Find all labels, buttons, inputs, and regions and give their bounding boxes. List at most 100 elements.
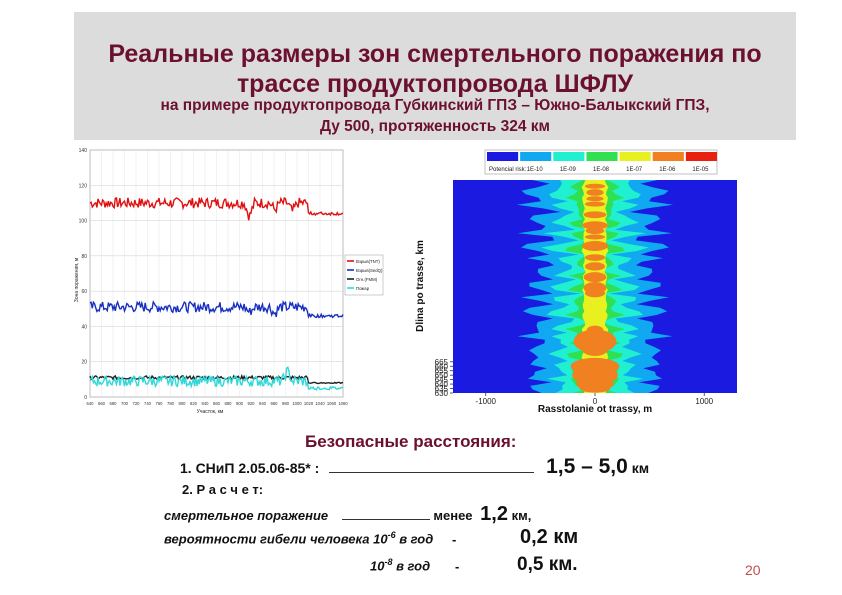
- heatmap-high-risk-spot: [585, 183, 605, 189]
- heatmap-ytick-label: 655: [435, 367, 449, 376]
- line-chart-ytick-label: 60: [81, 289, 87, 295]
- line-chart-xtick-label: 800: [179, 401, 187, 406]
- heatmap-legend-label: 1E-07: [626, 167, 643, 173]
- heatmap-xtick-label: 1000: [695, 397, 713, 406]
- line-chart-xtick-label: 660: [98, 401, 106, 406]
- heatmap-legend-swatch: [520, 152, 552, 161]
- heatmap-high-risk-spot: [586, 196, 604, 202]
- line-chart-xtick-label: 780: [167, 401, 175, 406]
- heatmap-high-risk-spot: [585, 201, 605, 207]
- heatmap-xtick-label: 0: [593, 397, 598, 406]
- line-chart-ytick-label: 40: [81, 324, 87, 330]
- prob-line2: 10-8 в год: [370, 557, 430, 573]
- lethal-label: смертельное поражение: [164, 508, 329, 523]
- line-chart-ytick-label: 80: [81, 254, 87, 260]
- heatmap-ytick-label: 640: [435, 380, 449, 389]
- lethal-underline: [341, 519, 430, 520]
- heatmap-high-risk-spot: [582, 342, 608, 356]
- prob-exp2: -8: [384, 557, 393, 567]
- prob-per-year2: в год: [392, 558, 431, 574]
- line-chart-xtick-label: 920: [248, 401, 256, 406]
- legend-entry: Взрыв(TNT): [356, 259, 380, 264]
- line-chart-xtick-label: 700: [121, 401, 129, 406]
- heatmap-high-risk-spot: [583, 272, 607, 283]
- snip-line: 1. СНиП 2.05.06-85* : 1,5 – 5,0 км: [180, 455, 649, 479]
- line-chart-ytick-label: 120: [79, 183, 88, 189]
- page-number: 20: [745, 562, 761, 578]
- line-chart-xtick-label: 820: [190, 401, 198, 406]
- prob-line1: вероятности гибели человека 10-6 в год: [164, 530, 433, 546]
- snip-underline: [329, 472, 535, 473]
- prob-prefix2: 10: [370, 558, 385, 574]
- line-chart-xtick-label: 1000: [292, 401, 302, 406]
- heatmap-legend-swatch: [553, 152, 585, 161]
- heatmap-legend-swatch: [586, 152, 618, 161]
- heatmap-legend-swatch: [685, 152, 717, 161]
- heatmap-legend-title: Potencial risk:: [489, 167, 527, 173]
- heatmap-high-risk-spot: [579, 382, 611, 393]
- heatmap-high-risk-spot: [585, 254, 605, 261]
- lethal-value: 1,2: [480, 503, 508, 525]
- line-chart-xtick-label: 1020: [304, 401, 314, 406]
- slide-title-line1: Реальные размеры зон смертельного пораже…: [108, 40, 762, 68]
- heatmap-legend-swatch: [619, 152, 651, 161]
- prob-exp1: -6: [387, 530, 396, 540]
- line-chart-ytick-label: 100: [79, 219, 88, 225]
- heatmap-ytick-label: 650: [435, 371, 449, 380]
- line-chart-xtick-label: 760: [156, 401, 164, 406]
- line-chart-xtick-label: 960: [271, 401, 279, 406]
- heatmap-high-risk-spot: [586, 189, 604, 196]
- legend-entry: Взрыв(SedQ): [356, 268, 383, 273]
- line-chart-ytick-label: 0: [84, 395, 87, 401]
- prob-dash2: -: [455, 559, 460, 574]
- heatmap-xtick-label: -1000: [476, 397, 497, 406]
- lethal-unit: км,: [511, 508, 532, 523]
- line-chart-xtick-label: 940: [259, 401, 267, 406]
- heatmap-high-risk-spot: [582, 240, 608, 251]
- slide-subtitle-line2: Ду 500, протяженность 324 км: [319, 118, 550, 135]
- line-chart-series-line: [89, 365, 344, 391]
- line-chart-xtick-label: 640: [87, 401, 95, 406]
- heatmap-ytick-label: 645: [435, 376, 449, 385]
- line-chart: 0 20 40 60 80 100 120 140 640 660 680 700 720 740 760 7…: [74, 148, 384, 415]
- line-chart-xtick-label: 720: [133, 401, 141, 406]
- heatmap-legend-swatch: [487, 152, 519, 161]
- slide-subtitle-line1: на примере продуктопровода Губкинский ГП…: [160, 97, 710, 114]
- lethal-less: менее: [433, 508, 473, 523]
- line-chart-xtick-label: 1040: [315, 401, 325, 406]
- heatmap-ytick-label: 665: [435, 358, 449, 367]
- heatmap-ytick-label: 635: [435, 385, 449, 394]
- heatmap-high-risk-spot: [583, 211, 607, 219]
- legend-entry: Пожар: [356, 286, 370, 291]
- line-chart-xtick-label: 840: [202, 401, 210, 406]
- prob-dash1: -: [452, 532, 457, 547]
- prob-value2: 0,5 км.: [517, 554, 578, 575]
- heatmap-legend-label: 1E-10: [527, 167, 544, 173]
- line-chart-series-line: [89, 196, 344, 221]
- heatmap-high-risk-spot: [585, 234, 605, 240]
- slide-title-line2: трассе продуктопровода ШФЛУ: [236, 70, 634, 98]
- line-chart-ytick-label: 140: [79, 148, 88, 154]
- line-chart-xtick-label: 740: [144, 401, 152, 406]
- heatmap-ytick-label: 660: [435, 362, 449, 371]
- heatmap-high-risk-spot: [582, 221, 608, 230]
- heatmap-ylabel: Dlina po trasse, km: [415, 240, 426, 332]
- heatmap-legend-label: 1E-06: [659, 167, 676, 173]
- snip-label: 1. СНиП 2.05.06-85* :: [180, 460, 320, 476]
- heatmap-high-risk-spot: [585, 227, 605, 235]
- line-chart-xtick-label: 680: [110, 401, 118, 406]
- heatmap-ytick-label: 630: [435, 389, 449, 398]
- heatmap-legend-label: 1E-08: [593, 167, 610, 173]
- line-chart-ytick-label: 20: [81, 360, 87, 366]
- title-box: Реальные размеры зон смертельного пораже…: [74, 12, 796, 140]
- line-chart-xtick-label: 1060: [327, 401, 337, 406]
- legend-entry: Огн.(FMM): [356, 277, 378, 282]
- heatmap-legend-label: 1E-09: [560, 167, 577, 173]
- lethal-line: смертельное поражение менее 1,2 км,: [164, 503, 531, 526]
- line-chart-xtick-label: 860: [213, 401, 221, 406]
- line-chart-xtick-label: 880: [225, 401, 233, 406]
- snip-unit: км: [631, 460, 650, 476]
- heatmap-legend-swatch: [652, 152, 684, 161]
- prob-per-year1: в год: [395, 531, 434, 547]
- line-chart-xtick-label: 980: [282, 401, 290, 406]
